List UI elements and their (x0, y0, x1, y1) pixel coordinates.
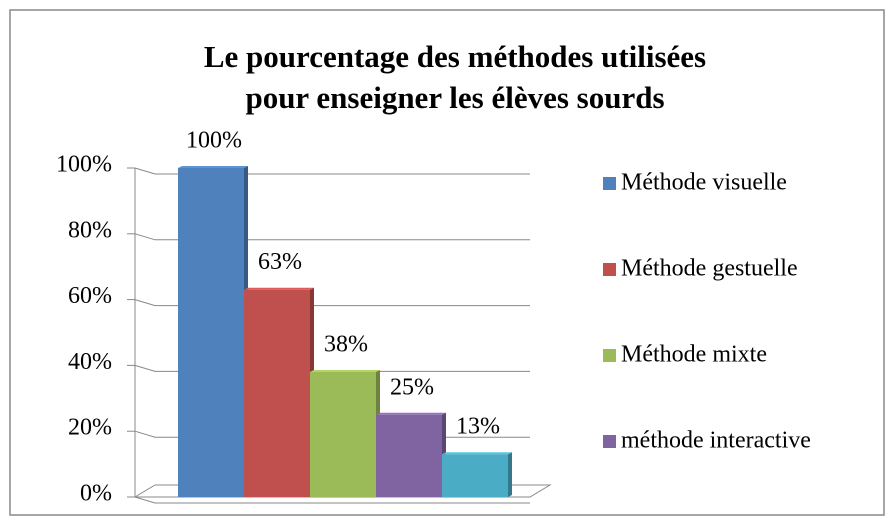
grid-line (134, 299, 530, 307)
legend-label: Méthode mixte (621, 342, 767, 368)
grid-line (134, 496, 530, 504)
y-tick-label: 40% (68, 349, 112, 375)
bar (310, 371, 376, 497)
data-label: 63% (258, 249, 302, 275)
legend-swatch (603, 177, 616, 190)
legend-swatch (603, 349, 616, 362)
legend-label: Méthode visuelle (621, 170, 787, 196)
bar (244, 289, 310, 497)
bar (376, 414, 442, 497)
bar-top (310, 369, 380, 372)
y-tick-label: 0% (80, 481, 112, 507)
bar-side (508, 452, 512, 497)
data-label: 13% (456, 414, 500, 440)
data-label: 100% (186, 128, 242, 154)
grid-line (134, 364, 530, 372)
y-tick-label: 20% (68, 415, 112, 441)
bar (178, 168, 244, 497)
y-tick-label: 80% (68, 217, 112, 243)
bar-top (244, 287, 314, 290)
bar-top (178, 166, 248, 168)
data-label: 25% (390, 374, 434, 400)
grid-line (134, 233, 530, 241)
y-tick-label: 60% (68, 283, 112, 309)
chart-frame (9, 9, 885, 516)
legend-swatch (603, 435, 616, 448)
legend-label: Méthode gestuelle (621, 256, 798, 282)
chart-title: Le pourcentage des méthodes utilisées (204, 39, 706, 74)
bar-top (442, 452, 512, 455)
legend-swatch (603, 263, 616, 276)
legend-label: méthode interactive (621, 428, 811, 454)
bar (442, 454, 508, 497)
data-label: 38% (324, 331, 368, 357)
chart-title: pour enseigner les élèves sourds (245, 80, 664, 115)
bar-top (376, 412, 446, 415)
grid-line (134, 167, 530, 175)
y-tick-label: 100% (56, 152, 112, 178)
